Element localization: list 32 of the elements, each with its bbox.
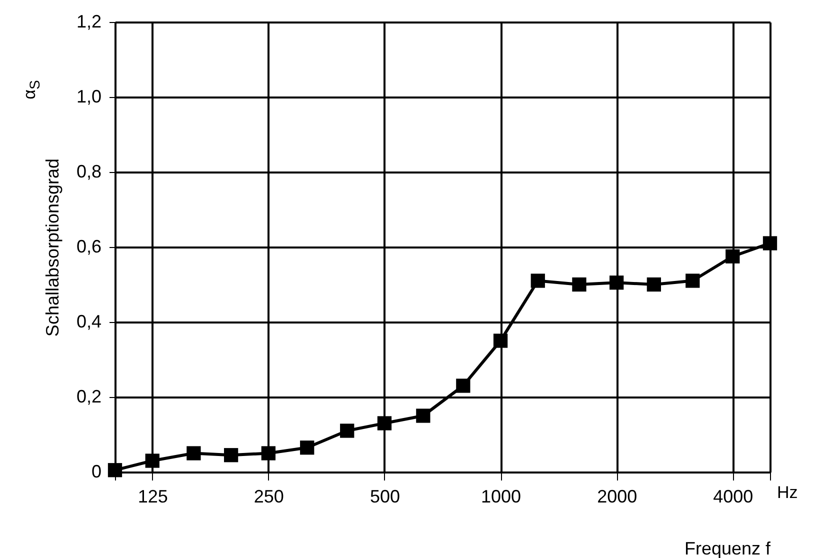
point — [726, 249, 740, 264]
point — [686, 274, 700, 288]
point — [377, 416, 392, 430]
y-tick-label: 1,2 — [76, 12, 102, 32]
x-axis-title: Frequenz f — [684, 538, 772, 558]
y-tick-label: 0,8 — [76, 162, 102, 182]
x-tick-label: 4000 — [713, 486, 754, 506]
y-tick-label: 1,0 — [76, 86, 102, 106]
x-tick-label: 125 — [138, 486, 168, 506]
point — [610, 276, 624, 290]
point — [646, 277, 662, 292]
point — [108, 463, 122, 478]
x-tick-label: 2000 — [597, 486, 638, 506]
point — [300, 440, 314, 455]
y-axis-title: Schallabsorptionsgrad — [42, 158, 62, 337]
point — [261, 446, 276, 460]
y-tick-label: 0 — [91, 462, 102, 482]
x-tick-label: 1000 — [481, 486, 522, 506]
y-tick-label: 0,2 — [76, 386, 102, 406]
y-tick-label: 0,4 — [76, 312, 102, 332]
point — [340, 424, 354, 438]
point — [456, 378, 470, 393]
y-tick-label: 0,6 — [76, 236, 102, 256]
x-tick-label: 500 — [370, 486, 400, 506]
point — [416, 408, 430, 423]
text: Hz — [777, 483, 798, 503]
point — [493, 334, 508, 348]
x-tick-label: 250 — [254, 486, 284, 506]
point — [224, 448, 238, 462]
point — [145, 454, 160, 468]
point — [762, 236, 778, 250]
point — [530, 274, 545, 288]
